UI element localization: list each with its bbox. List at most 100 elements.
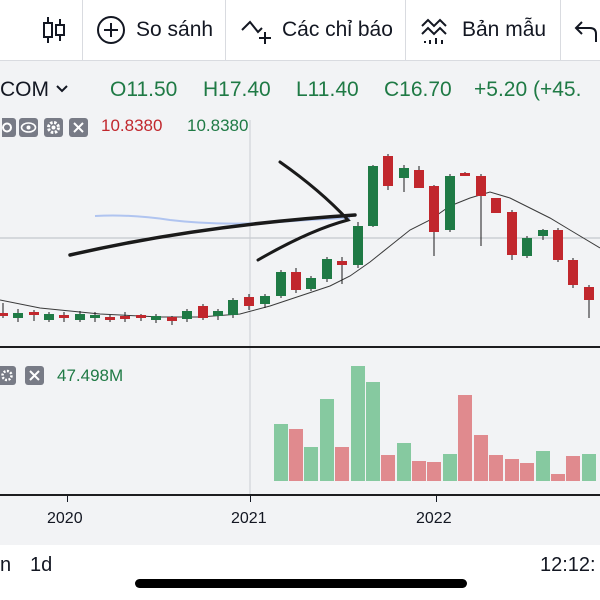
candle[interactable]: [491, 198, 501, 213]
hand-drawn-arrow-shaft: [68, 213, 357, 257]
candles-group: [0, 154, 594, 325]
volume-bar: [458, 395, 472, 481]
candle[interactable]: [213, 311, 223, 316]
interval-button[interactable]: 1d: [30, 554, 53, 576]
undo-icon: [574, 21, 597, 42]
volume-bar: [443, 454, 457, 481]
volume-bar: [520, 463, 534, 481]
candle[interactable]: [151, 316, 161, 320]
candle[interactable]: [244, 297, 254, 306]
candlestick-icon: [43, 17, 65, 43]
candle[interactable]: [368, 166, 378, 226]
volume-bar: [474, 435, 488, 481]
open-value: O11.50: [110, 78, 178, 101]
volume-bar: [551, 474, 565, 481]
change-value: +5.20 (+45.: [474, 78, 582, 101]
candle[interactable]: [476, 176, 486, 196]
ma-line: [0, 191, 600, 318]
templates-icon: [421, 18, 447, 44]
ohlc-legend: COM O11.50 H17.40 L11.40 C16.70 +5.20 (+…: [0, 74, 600, 106]
time-axis: 2020 2021 2022: [0, 496, 600, 536]
candle[interactable]: [105, 317, 115, 320]
ma-value-primary: 10.8380: [101, 116, 163, 135]
candle[interactable]: [59, 315, 69, 318]
home-indicator[interactable]: [135, 579, 467, 588]
volume-bar: [320, 399, 334, 481]
candle[interactable]: [353, 226, 363, 265]
high-value: H17.40: [203, 78, 271, 101]
chevron-down-icon[interactable]: [56, 84, 68, 94]
time-label-2022: 2022: [416, 510, 452, 527]
candle[interactable]: [445, 176, 455, 230]
symbol-label[interactable]: COM: [0, 78, 49, 101]
candle[interactable]: [167, 317, 177, 321]
candle[interactable]: [136, 315, 146, 318]
volume-close-icon[interactable]: [25, 366, 44, 385]
candle[interactable]: [13, 313, 23, 318]
volume-bar: [427, 462, 441, 481]
indicators-label: Các chỉ báo: [282, 18, 393, 41]
templates-label: Bản mẫu: [462, 18, 547, 41]
volume-bar: [566, 456, 580, 481]
candle[interactable]: [120, 316, 130, 319]
candle[interactable]: [198, 306, 208, 318]
indicators-button[interactable]: Các chỉ báo: [240, 0, 393, 60]
pane-divider-bottom[interactable]: [0, 494, 600, 496]
candle[interactable]: [90, 315, 100, 318]
candle[interactable]: [0, 313, 8, 316]
close-icon[interactable]: [69, 118, 88, 137]
volume-bar: [304, 447, 318, 481]
visibility-icon[interactable]: [2, 118, 16, 137]
volume-bar: [289, 429, 303, 481]
candle[interactable]: [460, 173, 470, 176]
candle[interactable]: [553, 230, 563, 260]
time-label-2021: 2021: [231, 510, 267, 527]
undo-button[interactable]: [574, 0, 600, 60]
volume-bar: [397, 443, 411, 481]
volume-value: 47.498M: [57, 366, 124, 385]
candle[interactable]: [182, 311, 192, 319]
candle[interactable]: [29, 312, 39, 315]
candle[interactable]: [399, 168, 409, 178]
indicator-wave-icon: [241, 20, 271, 44]
candle[interactable]: [75, 314, 85, 320]
templates-button[interactable]: Bản mẫu: [420, 0, 546, 60]
candle[interactable]: [538, 230, 548, 236]
compare-button[interactable]: So sánh: [96, 0, 213, 60]
eye-icon[interactable]: [19, 118, 38, 137]
candle[interactable]: [276, 272, 286, 296]
candle[interactable]: [383, 156, 393, 186]
low-value: L11.40: [296, 78, 359, 101]
candle[interactable]: [228, 300, 238, 315]
volume-bar: [381, 455, 395, 481]
candle[interactable]: [291, 272, 301, 290]
settings-gear-icon[interactable]: [44, 118, 63, 137]
volume-bar: [536, 451, 550, 481]
candle[interactable]: [337, 261, 347, 265]
volume-bar: [274, 424, 288, 481]
candle-type-button[interactable]: [42, 0, 76, 60]
candle[interactable]: [260, 296, 270, 304]
candle[interactable]: [584, 287, 594, 300]
toolbar: So sánh Các chỉ báo Bản mẫu: [0, 0, 600, 61]
ma-value-secondary: 10.8380: [187, 116, 249, 135]
pane-divider-top[interactable]: [0, 346, 600, 348]
volume-bar: [335, 447, 349, 481]
candle[interactable]: [429, 186, 439, 232]
volume-chart[interactable]: [0, 348, 600, 494]
hand-drawn-arrow-head: [256, 160, 351, 262]
candle[interactable]: [568, 260, 578, 285]
candle[interactable]: [414, 170, 424, 188]
volume-bar: [366, 382, 380, 481]
candle[interactable]: [507, 212, 517, 255]
compare-label: So sánh: [136, 18, 214, 41]
price-chart[interactable]: [0, 106, 600, 346]
volume-settings-gear-icon[interactable]: [0, 366, 16, 385]
candle[interactable]: [44, 314, 54, 320]
candle[interactable]: [522, 238, 532, 256]
range-button[interactable]: n: [0, 554, 12, 576]
candle[interactable]: [322, 259, 332, 279]
time-label-2020: 2020: [47, 510, 83, 527]
volume-bar: [582, 454, 596, 481]
candle[interactable]: [306, 278, 316, 289]
